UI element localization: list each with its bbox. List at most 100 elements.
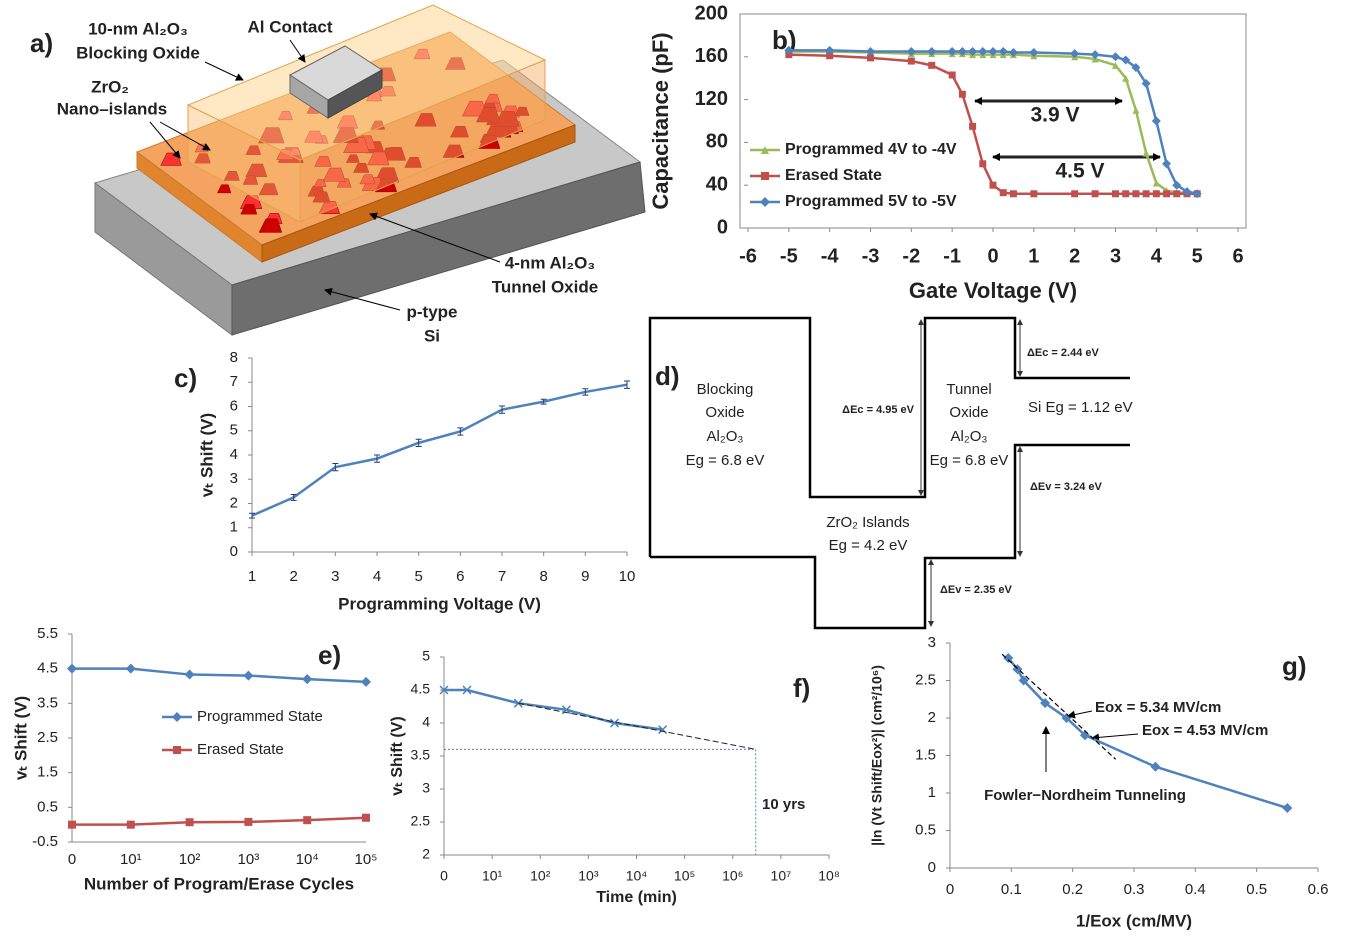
- band-label: Al₂O₃: [951, 428, 988, 445]
- x-tick-label: 10⁴: [296, 851, 319, 868]
- y-tick-label: 2: [230, 494, 238, 511]
- x-tick-label: 10⁵: [674, 868, 695, 884]
- x-axis-title: Time (min): [596, 889, 677, 906]
- series-line: [252, 385, 627, 516]
- y-tick-label: 8: [230, 349, 238, 366]
- y-tick-label: -0.5: [32, 833, 58, 850]
- legend-label: Programmed State: [197, 708, 323, 725]
- legend-label: Erased State: [785, 167, 882, 184]
- marker: [908, 58, 915, 65]
- y-tick-label: 6: [230, 397, 238, 414]
- extrapolation-line: [518, 703, 755, 749]
- y-tick-label: 4.5: [411, 681, 431, 697]
- x-axis-title: Programming Voltage (V): [338, 594, 541, 613]
- x-axis-title: 1/Eox (cm/MV): [1076, 911, 1192, 930]
- marker: [127, 821, 135, 829]
- annotation: 4.5 V: [1055, 160, 1104, 183]
- marker: [68, 821, 76, 829]
- x-tick-label: 10²: [530, 868, 551, 884]
- annotation: 10 yrs: [762, 796, 805, 813]
- x-tick-label: 0: [440, 868, 448, 884]
- x-tick-label: 8: [539, 568, 547, 585]
- panel-label: g): [1282, 651, 1307, 681]
- marker: [1150, 762, 1160, 772]
- y-axis-title: vₜ Shift (V): [11, 696, 30, 780]
- y-tick-label: 4: [422, 714, 430, 730]
- legend-marker: [760, 197, 770, 207]
- band-label: Si Eg = 1.12 eV: [1028, 399, 1133, 416]
- y-tick-label: 2.5: [915, 671, 936, 688]
- marker: [186, 818, 194, 826]
- y-tick-label: 2.5: [37, 729, 58, 746]
- panel-label: e): [318, 640, 341, 670]
- legend-marker: [172, 712, 182, 722]
- y-tick-label: 7: [230, 373, 238, 390]
- marker: [1143, 190, 1150, 197]
- x-tick-label: 0.3: [1124, 881, 1145, 898]
- y-tick-label: 5.5: [37, 625, 58, 642]
- x-tick-label: 10: [619, 568, 636, 585]
- x-tick-label: 0.1: [1001, 881, 1022, 898]
- marker: [1132, 190, 1139, 197]
- band-label: Eg = 4.2 eV: [829, 537, 908, 554]
- panel-label: a): [30, 28, 53, 58]
- band-label: Oxide: [705, 404, 744, 421]
- y-tick-label: 3: [928, 634, 936, 651]
- marker: [244, 818, 252, 826]
- marker: [361, 677, 371, 687]
- marker: [1282, 803, 1292, 813]
- series-line: [72, 818, 366, 825]
- marker: [302, 674, 312, 684]
- marker: [185, 670, 195, 680]
- marker: [959, 91, 966, 98]
- x-tick-label: 10⁵: [355, 851, 378, 868]
- y-tick-label: 1: [928, 784, 936, 801]
- marker: [1092, 190, 1099, 197]
- marker: [243, 671, 253, 681]
- marker: [1143, 150, 1150, 157]
- y-tick-label: 5: [422, 648, 430, 664]
- x-tick-label: 2: [289, 568, 297, 585]
- y-tick-label: 200: [695, 2, 728, 24]
- x-tick-label: 9: [581, 568, 589, 585]
- marker: [1162, 159, 1171, 168]
- band-label: Eg = 6.8 eV: [686, 452, 765, 469]
- x-tick-label: 0: [987, 245, 998, 267]
- pointer: [1092, 734, 1138, 738]
- series-line: [444, 690, 663, 730]
- x-tick-label: -5: [780, 245, 798, 267]
- y-tick-label: 1.5: [37, 764, 58, 781]
- y-tick-label: 80: [706, 131, 728, 153]
- band-label: Al₂O₃: [707, 428, 744, 445]
- x-tick-label: 4: [1151, 245, 1163, 267]
- marker: [67, 664, 77, 674]
- y-tick-label: 2: [928, 709, 936, 726]
- page: a) 10-nm Al₂O₃ Blocking Oxide Al Contact…: [0, 0, 1347, 937]
- y-tick-label: 3: [230, 470, 238, 487]
- label: 4-nm Al₂O₃: [505, 253, 595, 272]
- legend-label: Programmed 5V to -5V: [785, 193, 957, 210]
- band-label: Blocking: [697, 381, 754, 398]
- marker: [1010, 190, 1017, 197]
- legend-marker: [173, 746, 181, 754]
- x-tick-label: 0.2: [1062, 881, 1083, 898]
- marker: [1000, 189, 1007, 196]
- band-label: ΔEv = 2.35 eV: [940, 584, 1012, 596]
- x-tick-label: 10⁴: [626, 868, 648, 884]
- y-tick-label: 0.5: [915, 821, 936, 838]
- annotation: Eox = 5.34 MV/cm: [1095, 699, 1221, 716]
- pointer: [290, 40, 305, 62]
- marker: [1163, 190, 1170, 197]
- y-tick-label: 0: [230, 543, 238, 560]
- band-label: Tunnel: [946, 381, 991, 398]
- y-tick-label: 0: [928, 859, 936, 876]
- legend-marker: [761, 172, 769, 180]
- marker: [928, 62, 935, 69]
- series-line: [72, 669, 366, 682]
- annotation: 3.9 V: [1030, 104, 1079, 127]
- x-tick-label: 10³: [238, 851, 260, 868]
- x-tick-label: 5: [1192, 245, 1203, 267]
- y-axis-title: |ln (Vt Shift/Eox²)| (cm²/10⁶): [869, 665, 885, 846]
- band-label: Oxide: [949, 404, 988, 421]
- x-tick-label: 10⁷: [771, 868, 792, 884]
